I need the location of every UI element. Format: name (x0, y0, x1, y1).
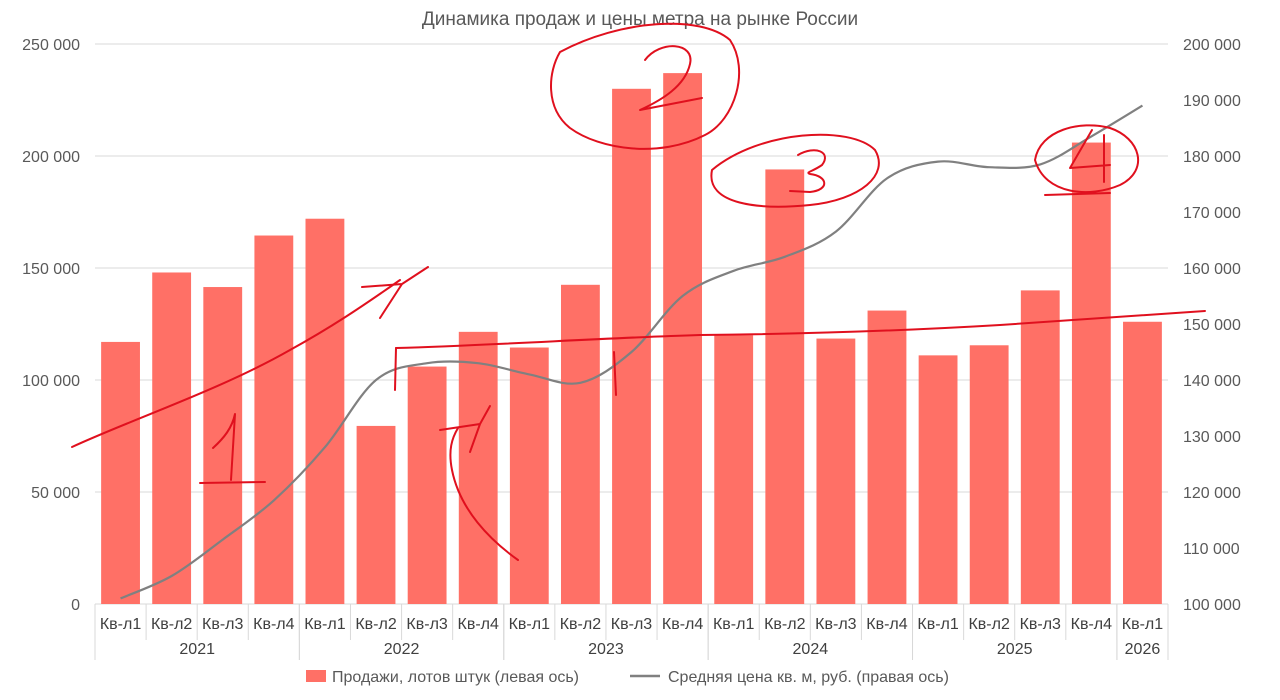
sales-bar (254, 235, 294, 604)
handwritten-annotations (71, 22, 1206, 561)
quarter-label: Кв-л3 (611, 616, 652, 633)
sales-bar (152, 272, 192, 604)
sales-bar (969, 345, 1009, 604)
quarter-label: Кв-л4 (458, 616, 499, 633)
sales-bar (918, 355, 958, 604)
sales-bar (458, 331, 498, 604)
quarter-label: Кв-л2 (764, 616, 805, 633)
sales-bar (765, 169, 805, 604)
left-tick-label: 250 000 (22, 37, 80, 54)
legend: Продажи, лотов штук (левая ось) Средняя … (306, 669, 949, 686)
legend-label-sales: Продажи, лотов штук (левая ось) (332, 669, 579, 686)
left-tick-label: 0 (71, 597, 80, 614)
quarter-label: Кв-л1 (917, 616, 958, 633)
left-axis: 0 50 000 100 000 150 000 200 000 250 000 (22, 37, 80, 614)
quarter-label: Кв-л2 (355, 616, 396, 633)
year-label: 2021 (179, 641, 215, 658)
right-tick-label: 180 000 (1183, 149, 1241, 166)
digit-two (639, 45, 703, 111)
right-tick-label: 190 000 (1183, 93, 1241, 110)
quarter-label: Кв-л2 (560, 616, 601, 633)
quarter-label: Кв-л1 (304, 616, 345, 633)
sales-bar (612, 88, 651, 605)
sales-bar (356, 425, 396, 604)
right-tick-label: 130 000 (1183, 429, 1241, 446)
sales-bar (816, 338, 856, 604)
year-label: 2023 (588, 641, 624, 658)
quarter-label: Кв-л3 (1020, 616, 1061, 633)
circle-2 (550, 22, 741, 150)
level-tick-right (613, 351, 617, 396)
digit-four (1044, 129, 1111, 196)
quarter-label: Кв-л1 (509, 616, 550, 633)
price-line (120, 104, 1144, 600)
sales-bar (1123, 321, 1162, 604)
right-tick-label: 150 000 (1183, 317, 1241, 334)
right-tick-label: 200 000 (1183, 37, 1241, 54)
quarter-label: Кв-л4 (662, 616, 703, 633)
sales-bar (1020, 290, 1060, 604)
sales-bar (663, 73, 703, 605)
sales-bar (203, 287, 243, 604)
sales-bar (867, 310, 907, 604)
chart-title: Динамика продаж и цены метра на рынке Ро… (422, 9, 858, 30)
year-label: 2024 (793, 641, 829, 658)
level-tick-left (394, 347, 397, 391)
right-tick-label: 160 000 (1183, 261, 1241, 278)
legend-label-price: Средняя цена кв. м, руб. (правая ось) (668, 669, 949, 686)
left-tick-label: 50 000 (31, 485, 80, 502)
quarter-label: Кв-л3 (202, 616, 243, 633)
digit-one-1 (199, 413, 266, 484)
quarter-label: Кв-л1 (713, 616, 754, 633)
quarter-label: Кв-л4 (866, 616, 907, 633)
year-label: 2025 (997, 641, 1033, 658)
legend-swatch-sales (306, 670, 326, 682)
quarter-label: Кв-л3 (406, 616, 447, 633)
sales-bars (101, 73, 1162, 605)
right-axis: 100 000 110 000 120 000 130 000 140 000 150 0… (1183, 37, 1241, 614)
quarter-label: Кв-л1 (1122, 616, 1163, 633)
quarter-label: Кв-л3 (815, 616, 856, 633)
trend-arrow-1 (71, 279, 401, 448)
digit-three (789, 149, 826, 193)
quarter-label: Кв-л4 (253, 616, 294, 633)
left-tick-label: 150 000 (22, 261, 80, 278)
right-tick-label: 110 000 (1183, 541, 1240, 558)
trend-arrow-2 (449, 427, 519, 561)
left-tick-label: 200 000 (22, 149, 80, 166)
sales-bar (1071, 142, 1111, 604)
right-tick-label: 100 000 (1183, 597, 1241, 614)
circle-3 (710, 133, 880, 208)
right-tick-label: 140 000 (1183, 373, 1241, 390)
year-label: 2022 (384, 641, 420, 658)
quarter-label: Кв-л2 (151, 616, 192, 633)
right-tick-label: 170 000 (1183, 205, 1241, 222)
price-line-group (120, 104, 1144, 600)
sales-bar (509, 347, 549, 604)
quarter-label: Кв-л1 (100, 616, 141, 633)
circle-4 (1034, 124, 1140, 194)
right-tick-label: 120 000 (1183, 485, 1241, 502)
arrow-head-1 (361, 266, 429, 319)
sales-bar (407, 366, 447, 604)
sales-bar (560, 284, 600, 604)
price-level-line (395, 310, 1206, 349)
sales-bar (714, 335, 754, 604)
left-tick-label: 100 000 (22, 373, 80, 390)
arrow-head-2 (439, 405, 491, 453)
quarter-label: Кв-л4 (1071, 616, 1112, 633)
category-axis: Кв-л1 Кв-л2 Кв-л3 Кв-л4 Кв-л1 Кв-л2 Кв-л3 Кв-л4… (94, 604, 1169, 660)
sales-bar (101, 341, 140, 604)
sales-bar (305, 218, 345, 604)
year-label: 2026 (1125, 641, 1161, 658)
quarter-label: Кв-л2 (968, 616, 1009, 633)
